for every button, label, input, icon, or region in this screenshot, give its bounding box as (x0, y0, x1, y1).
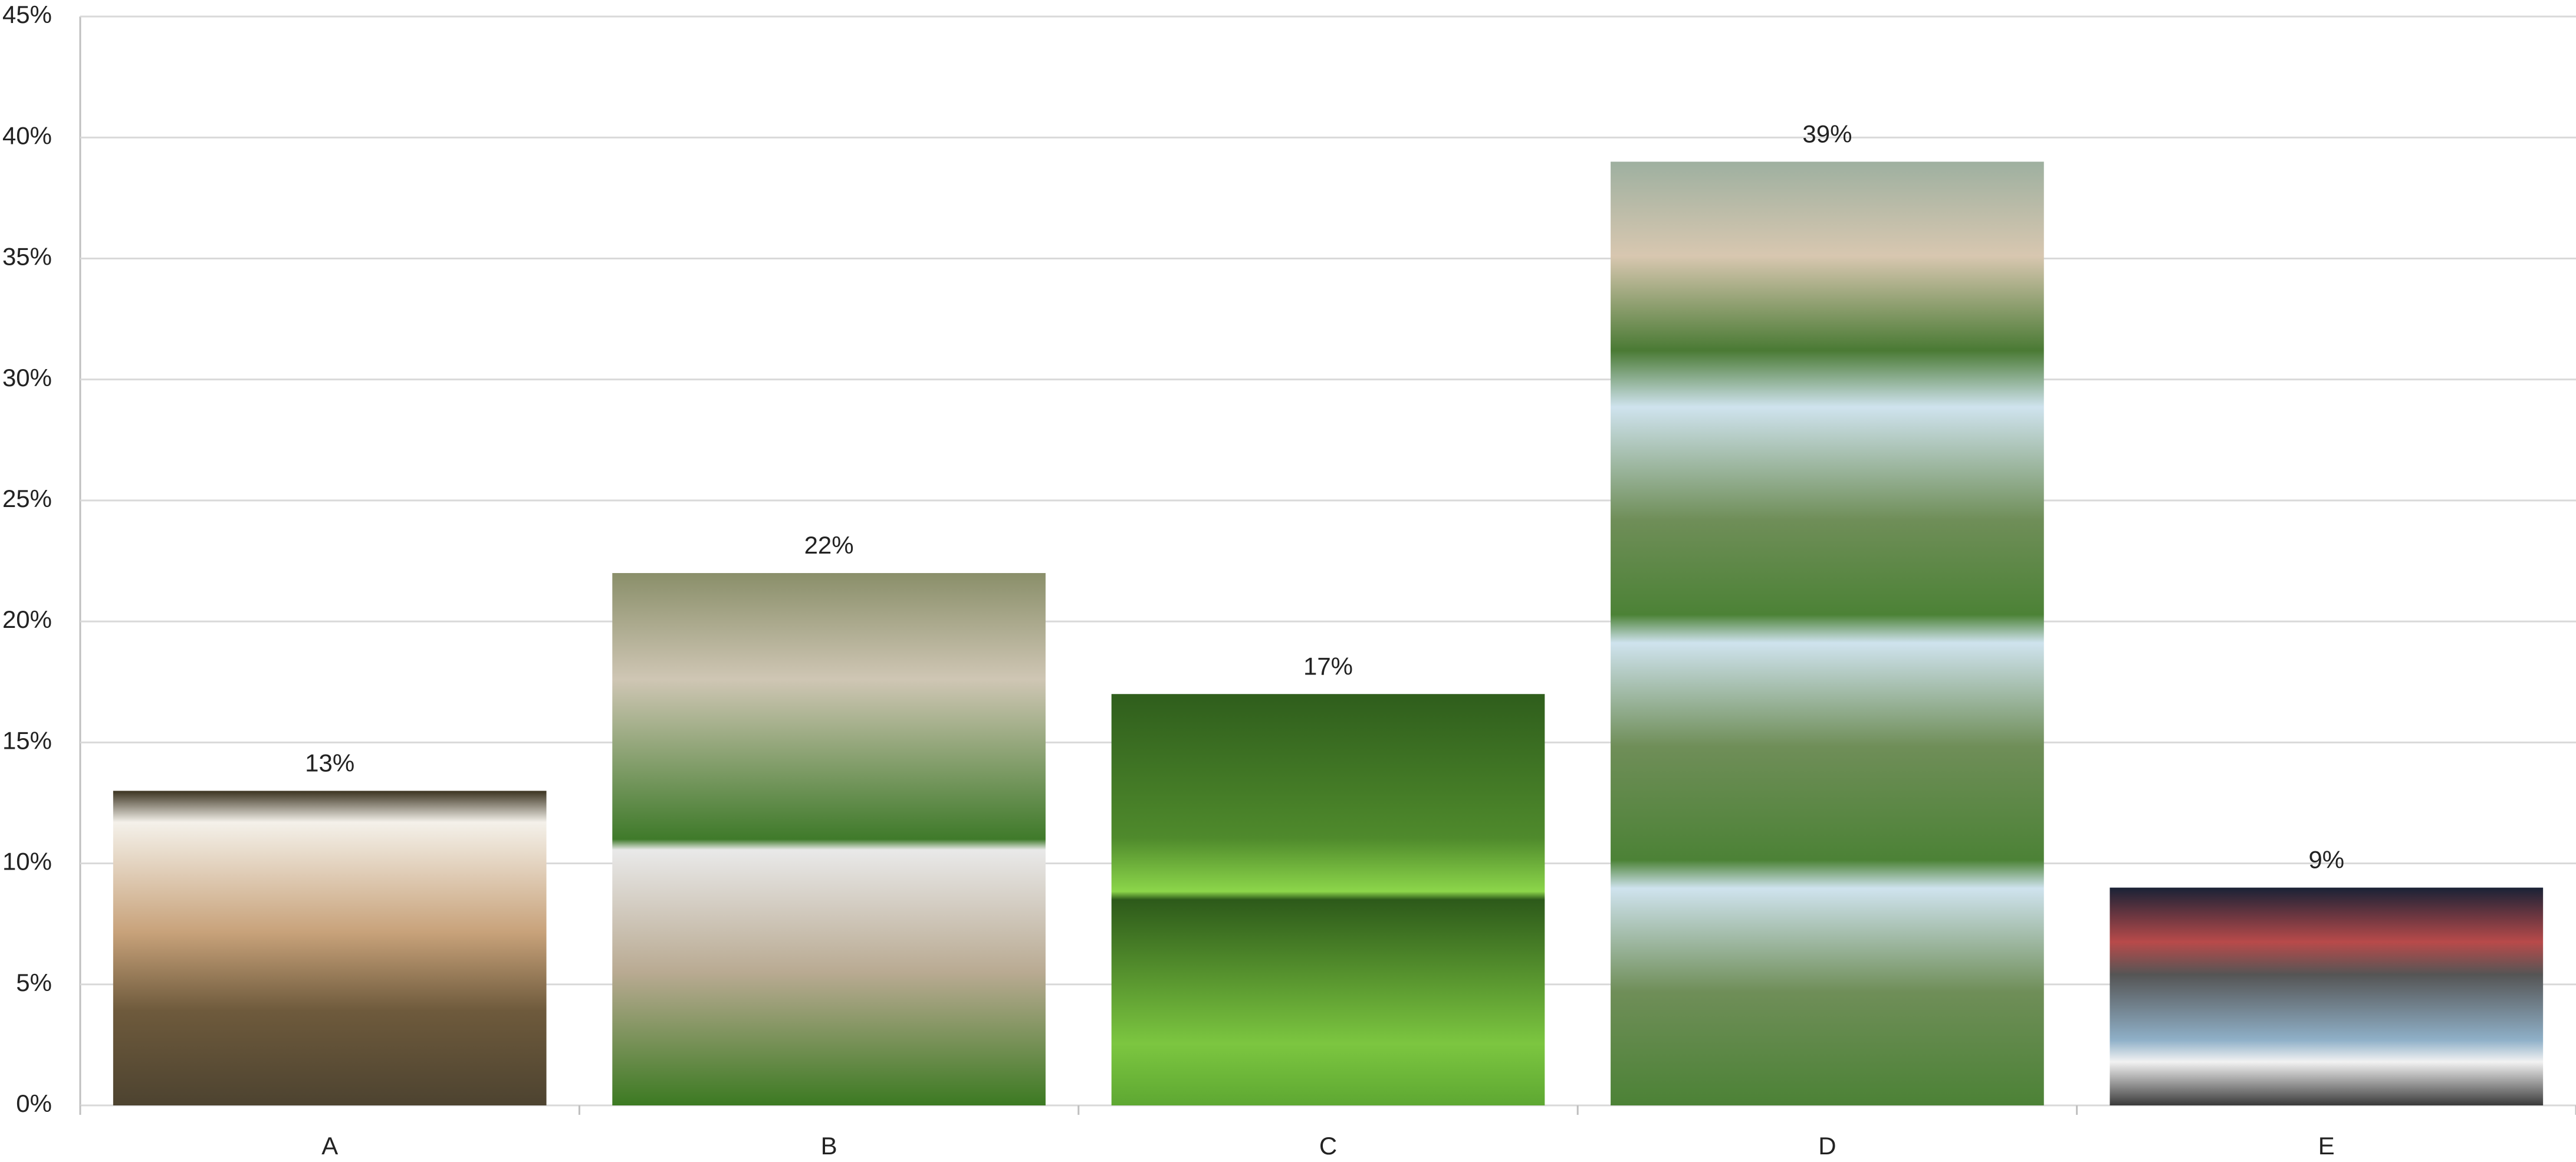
y-tick-label: 45% (2, 1, 52, 28)
data-label: 9% (2308, 846, 2344, 874)
data-label: 13% (305, 749, 354, 777)
y-tick-label: 15% (2, 726, 52, 754)
x-tick-label: D (1818, 1132, 1836, 1160)
y-tick-label: 0% (16, 1089, 52, 1117)
bar (2110, 887, 2544, 1105)
bar (1611, 162, 2044, 1106)
y-tick-label: 25% (2, 485, 52, 512)
data-label: 22% (804, 531, 854, 559)
x-tick-label: C (1319, 1132, 1337, 1160)
x-tick-label: B (821, 1132, 837, 1160)
y-tick-label: 40% (2, 121, 52, 149)
y-tick-label: 35% (2, 243, 52, 271)
data-label: 17% (1303, 652, 1353, 680)
x-tick-label: A (321, 1132, 338, 1160)
data-label: 39% (1802, 120, 1852, 147)
bar (113, 791, 547, 1105)
y-tick-label: 5% (16, 969, 52, 996)
y-tick-label: 30% (2, 364, 52, 391)
y-tick-label: 10% (2, 848, 52, 875)
x-tick-label: E (2318, 1132, 2335, 1160)
bar (1111, 694, 1545, 1105)
bar (612, 573, 1046, 1105)
y-tick-label: 20% (2, 605, 52, 633)
